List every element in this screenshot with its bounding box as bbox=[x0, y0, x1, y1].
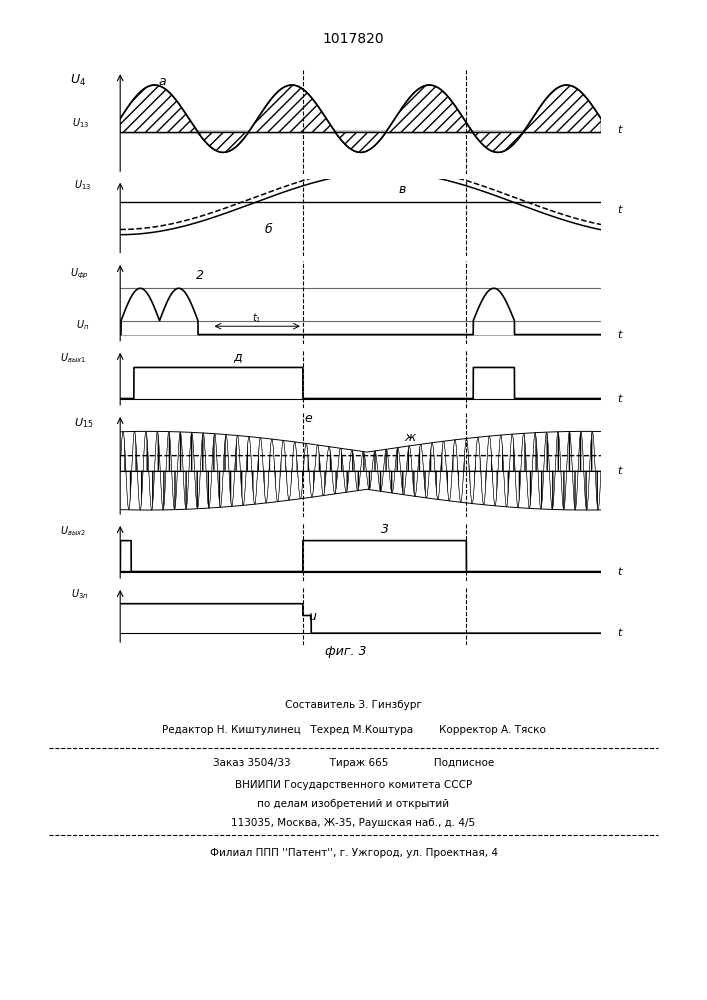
Text: $U_{фр}$: $U_{фр}$ bbox=[70, 267, 89, 281]
Text: $U_{15}$: $U_{15}$ bbox=[74, 416, 94, 430]
Text: фиг. 3: фиг. 3 bbox=[325, 645, 367, 658]
Text: 1017820: 1017820 bbox=[322, 32, 385, 46]
Text: t: t bbox=[618, 628, 622, 638]
Text: $U_{п}$: $U_{п}$ bbox=[76, 318, 89, 332]
Text: 2: 2 bbox=[196, 269, 204, 282]
Text: Редактор Н. Киштулинец   Техред М.Коштура        Корректор А. Тяско: Редактор Н. Киштулинец Техред М.Коштура … bbox=[162, 725, 545, 735]
Text: д: д bbox=[233, 350, 242, 363]
Text: t: t bbox=[618, 394, 622, 404]
Text: 3: 3 bbox=[380, 523, 389, 536]
Text: $U_{13}$: $U_{13}$ bbox=[74, 178, 91, 192]
Text: $t_1$: $t_1$ bbox=[252, 311, 262, 325]
Text: ВНИИПИ Государственного комитета СССР: ВНИИПИ Государственного комитета СССР bbox=[235, 780, 472, 790]
Text: $U_{вых2}$: $U_{вых2}$ bbox=[60, 524, 86, 538]
Text: $U_{3п}$: $U_{3п}$ bbox=[71, 588, 89, 601]
Text: u: u bbox=[308, 610, 316, 623]
Text: Составитель З. Гинзбург: Составитель З. Гинзбург bbox=[285, 700, 422, 710]
Text: t: t bbox=[618, 205, 622, 215]
Text: $U_{вых1}$: $U_{вых1}$ bbox=[60, 351, 86, 365]
Text: $U_4$: $U_4$ bbox=[71, 73, 86, 88]
Text: a: a bbox=[158, 75, 166, 88]
Text: в: в bbox=[399, 183, 407, 196]
Text: t: t bbox=[618, 466, 622, 476]
Text: Филиал ППП ''Патент'', г. Ужгород, ул. Проектная, 4: Филиал ППП ''Патент'', г. Ужгород, ул. П… bbox=[209, 848, 498, 858]
Text: Заказ 3504/33            Тираж 665              Подписное: Заказ 3504/33 Тираж 665 Подписное bbox=[213, 758, 494, 768]
Text: б: б bbox=[264, 223, 272, 236]
Text: t: t bbox=[618, 330, 622, 340]
Text: 113035, Москва, Ж-35, Раушская наб., д. 4/5: 113035, Москва, Ж-35, Раушская наб., д. … bbox=[231, 818, 476, 828]
Text: е: е bbox=[305, 412, 312, 425]
Text: $U_{13}$: $U_{13}$ bbox=[71, 116, 89, 130]
Text: ж: ж bbox=[404, 431, 415, 444]
Text: по делам изобретений и открытий: по делам изобретений и открытий bbox=[257, 799, 450, 809]
Text: t: t bbox=[618, 567, 622, 577]
Text: t: t bbox=[618, 125, 622, 135]
